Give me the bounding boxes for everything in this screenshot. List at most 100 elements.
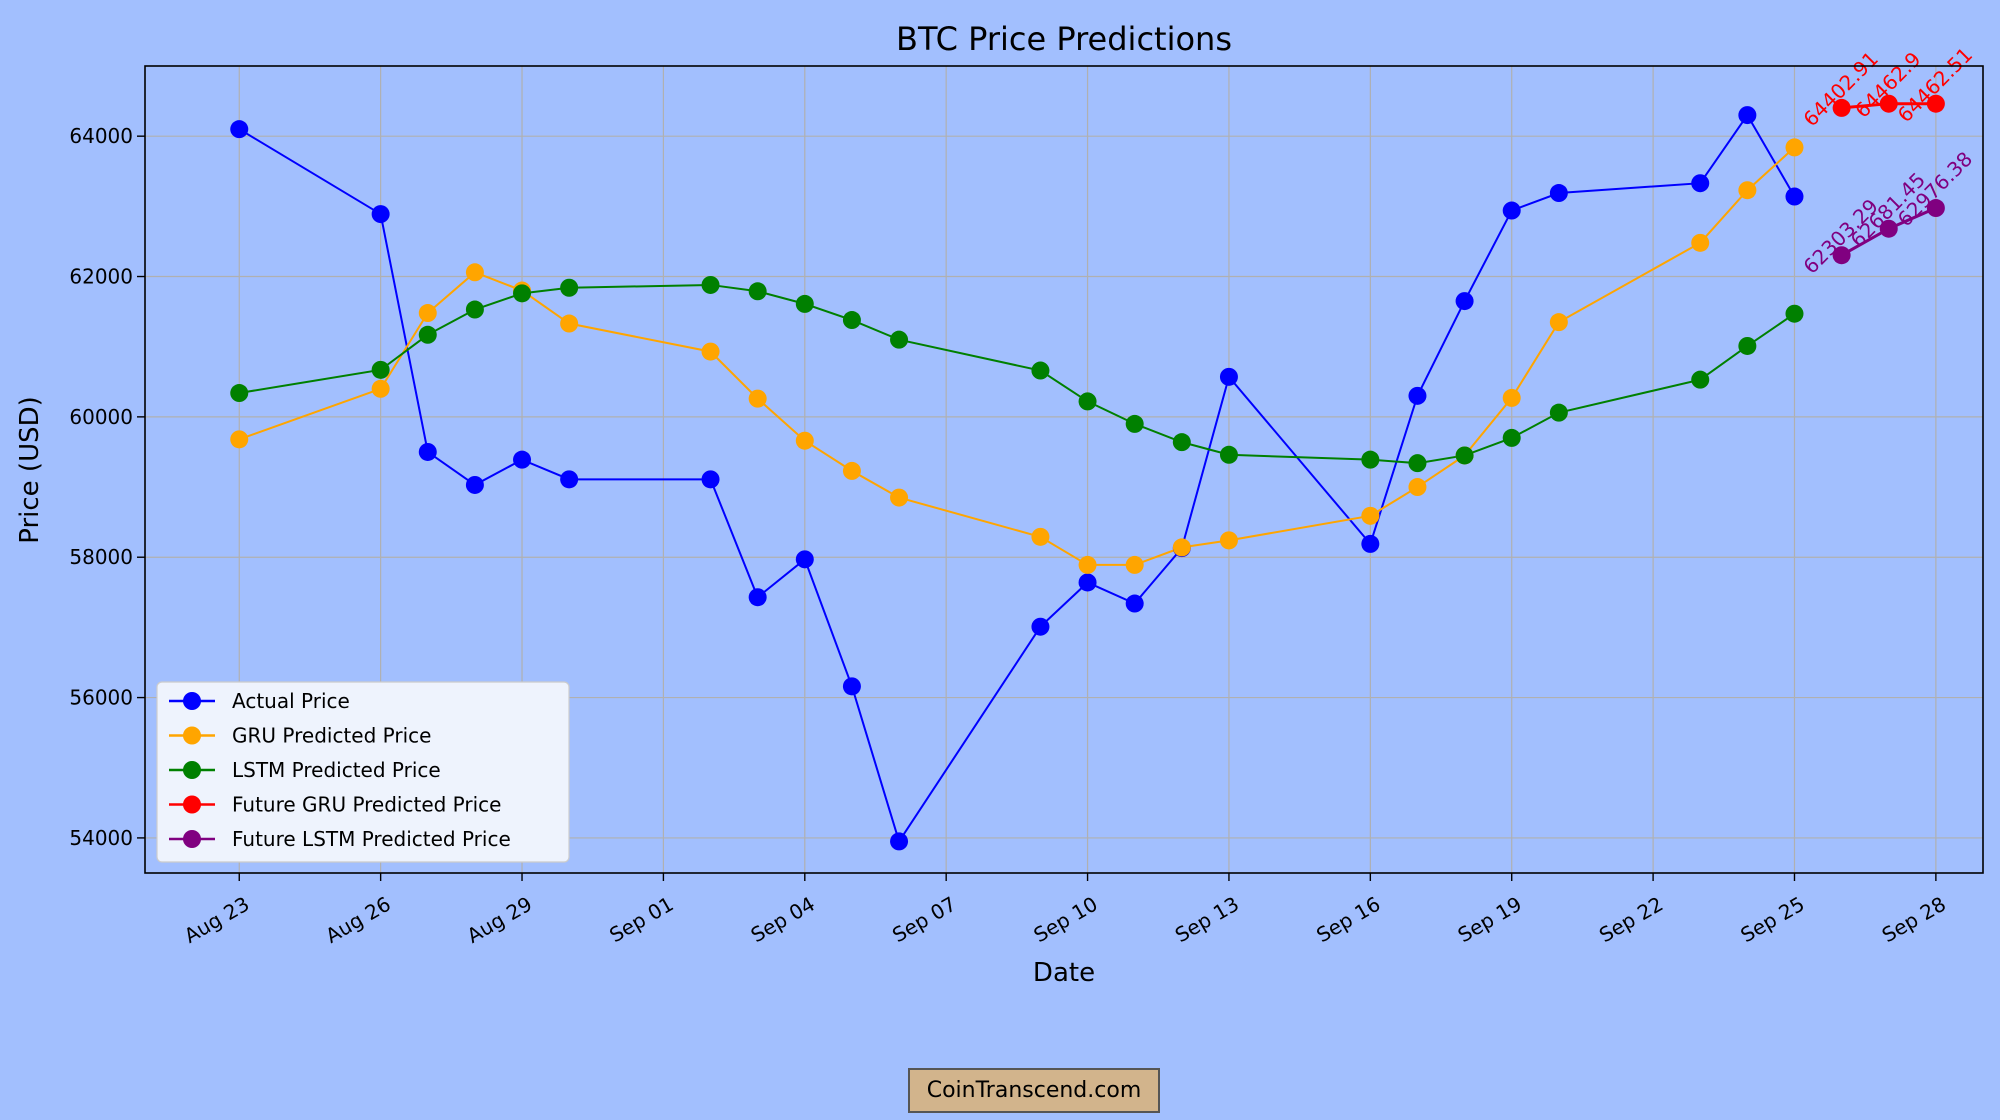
legend-label: Future GRU Predicted Price	[232, 793, 501, 817]
data-point	[1691, 370, 1710, 389]
data-point	[701, 470, 720, 489]
data-point	[1926, 199, 1945, 218]
data-point	[1361, 534, 1380, 553]
data-point	[371, 205, 390, 224]
y-tick-label: 54000	[69, 826, 133, 850]
data-point	[795, 550, 814, 569]
data-point	[1879, 94, 1898, 113]
data-point	[418, 442, 437, 461]
data-point	[1502, 201, 1521, 220]
data-point	[1031, 527, 1050, 546]
x-tick-label: Aug 26	[321, 892, 394, 948]
data-point	[418, 325, 437, 344]
data-point	[795, 294, 814, 313]
series-points	[230, 94, 1945, 851]
x-tick-label: Sep 13	[1171, 892, 1243, 948]
grid	[145, 66, 1983, 873]
data-point	[1738, 106, 1757, 125]
x-tick-label: Sep 22	[1595, 892, 1667, 948]
x-tick-label: Sep 28	[1878, 892, 1950, 948]
y-tick-label: 60000	[69, 405, 133, 429]
data-point	[842, 461, 861, 480]
data-point	[465, 475, 484, 494]
x-tick-label: Sep 25	[1736, 892, 1808, 948]
y-tick-label: 56000	[69, 686, 133, 710]
data-point	[1832, 246, 1851, 265]
y-axis: 54000 56000 58000 60000 62000 64000	[69, 124, 145, 850]
legend-label: GRU Predicted Price	[232, 724, 431, 748]
data-point	[842, 677, 861, 696]
data-point	[1738, 181, 1757, 200]
x-axis: Aug 23 Aug 26 Aug 29 Sep 01 Sep 04 Sep 07 Sep …	[180, 873, 1950, 948]
data-point	[748, 282, 767, 301]
data-point	[890, 832, 909, 851]
data-point	[842, 311, 861, 330]
data-point	[1078, 555, 1097, 574]
data-point	[1549, 403, 1568, 422]
x-tick-label: Sep 16	[1312, 892, 1384, 948]
legend-marker	[183, 830, 201, 848]
data-point	[1691, 233, 1710, 252]
data-point	[418, 304, 437, 323]
legend-marker	[183, 761, 201, 779]
data-point	[1408, 454, 1427, 473]
data-point	[1455, 292, 1474, 311]
data-point	[1408, 478, 1427, 497]
data-point	[890, 330, 909, 349]
data-point	[1172, 538, 1191, 557]
data-point	[1926, 94, 1945, 113]
data-point	[1125, 414, 1144, 433]
data-point	[795, 431, 814, 450]
data-point	[1455, 446, 1474, 465]
data-point	[371, 379, 390, 398]
x-tick-label: Aug 29	[463, 892, 536, 948]
legend-marker	[183, 795, 201, 814]
data-point	[1125, 555, 1144, 574]
data-point	[371, 360, 390, 379]
data-point	[1361, 506, 1380, 525]
data-point	[701, 275, 720, 294]
data-point	[1031, 617, 1050, 636]
data-point	[1785, 187, 1804, 206]
y-tick-label: 58000	[69, 545, 133, 569]
data-point	[1832, 98, 1851, 117]
plot-frame	[144, 65, 1984, 874]
data-point	[1502, 428, 1521, 447]
data-point	[1549, 313, 1568, 332]
legend-label: LSTM Predicted Price	[232, 758, 441, 782]
data-point	[560, 314, 579, 333]
data-point	[748, 389, 767, 408]
data-point	[1172, 433, 1191, 452]
x-tick-label: Sep 10	[1029, 892, 1101, 948]
x-axis-label: Date	[1033, 958, 1095, 988]
chart-title: BTC Price Predictions	[896, 20, 1232, 58]
data-point	[1031, 361, 1050, 380]
x-tick-label: Aug 23	[180, 892, 253, 948]
y-tick-label: 62000	[69, 265, 133, 289]
data-point	[230, 384, 249, 403]
data-point	[1078, 392, 1097, 411]
data-point	[1078, 573, 1097, 592]
x-tick-label: Sep 04	[747, 892, 819, 948]
legend-marker	[183, 726, 201, 745]
y-axis-label: Price (USD)	[15, 396, 45, 544]
data-point	[1219, 367, 1238, 386]
data-point	[1408, 386, 1427, 405]
data-point	[701, 342, 720, 361]
data-point	[465, 300, 484, 319]
data-point	[1785, 304, 1804, 323]
x-tick-label: Sep 01	[605, 892, 677, 948]
data-point	[1361, 450, 1380, 469]
x-tick-label: Sep 07	[888, 892, 960, 948]
data-point	[1502, 388, 1521, 407]
data-point	[230, 430, 249, 449]
y-tick-label: 64000	[69, 124, 133, 148]
data-point	[890, 488, 909, 507]
data-point	[1879, 219, 1898, 238]
data-point	[1785, 138, 1804, 157]
data-point	[1219, 531, 1238, 550]
data-point	[560, 470, 579, 489]
data-point	[1549, 184, 1568, 203]
data-point	[513, 284, 532, 303]
data-point	[560, 278, 579, 297]
